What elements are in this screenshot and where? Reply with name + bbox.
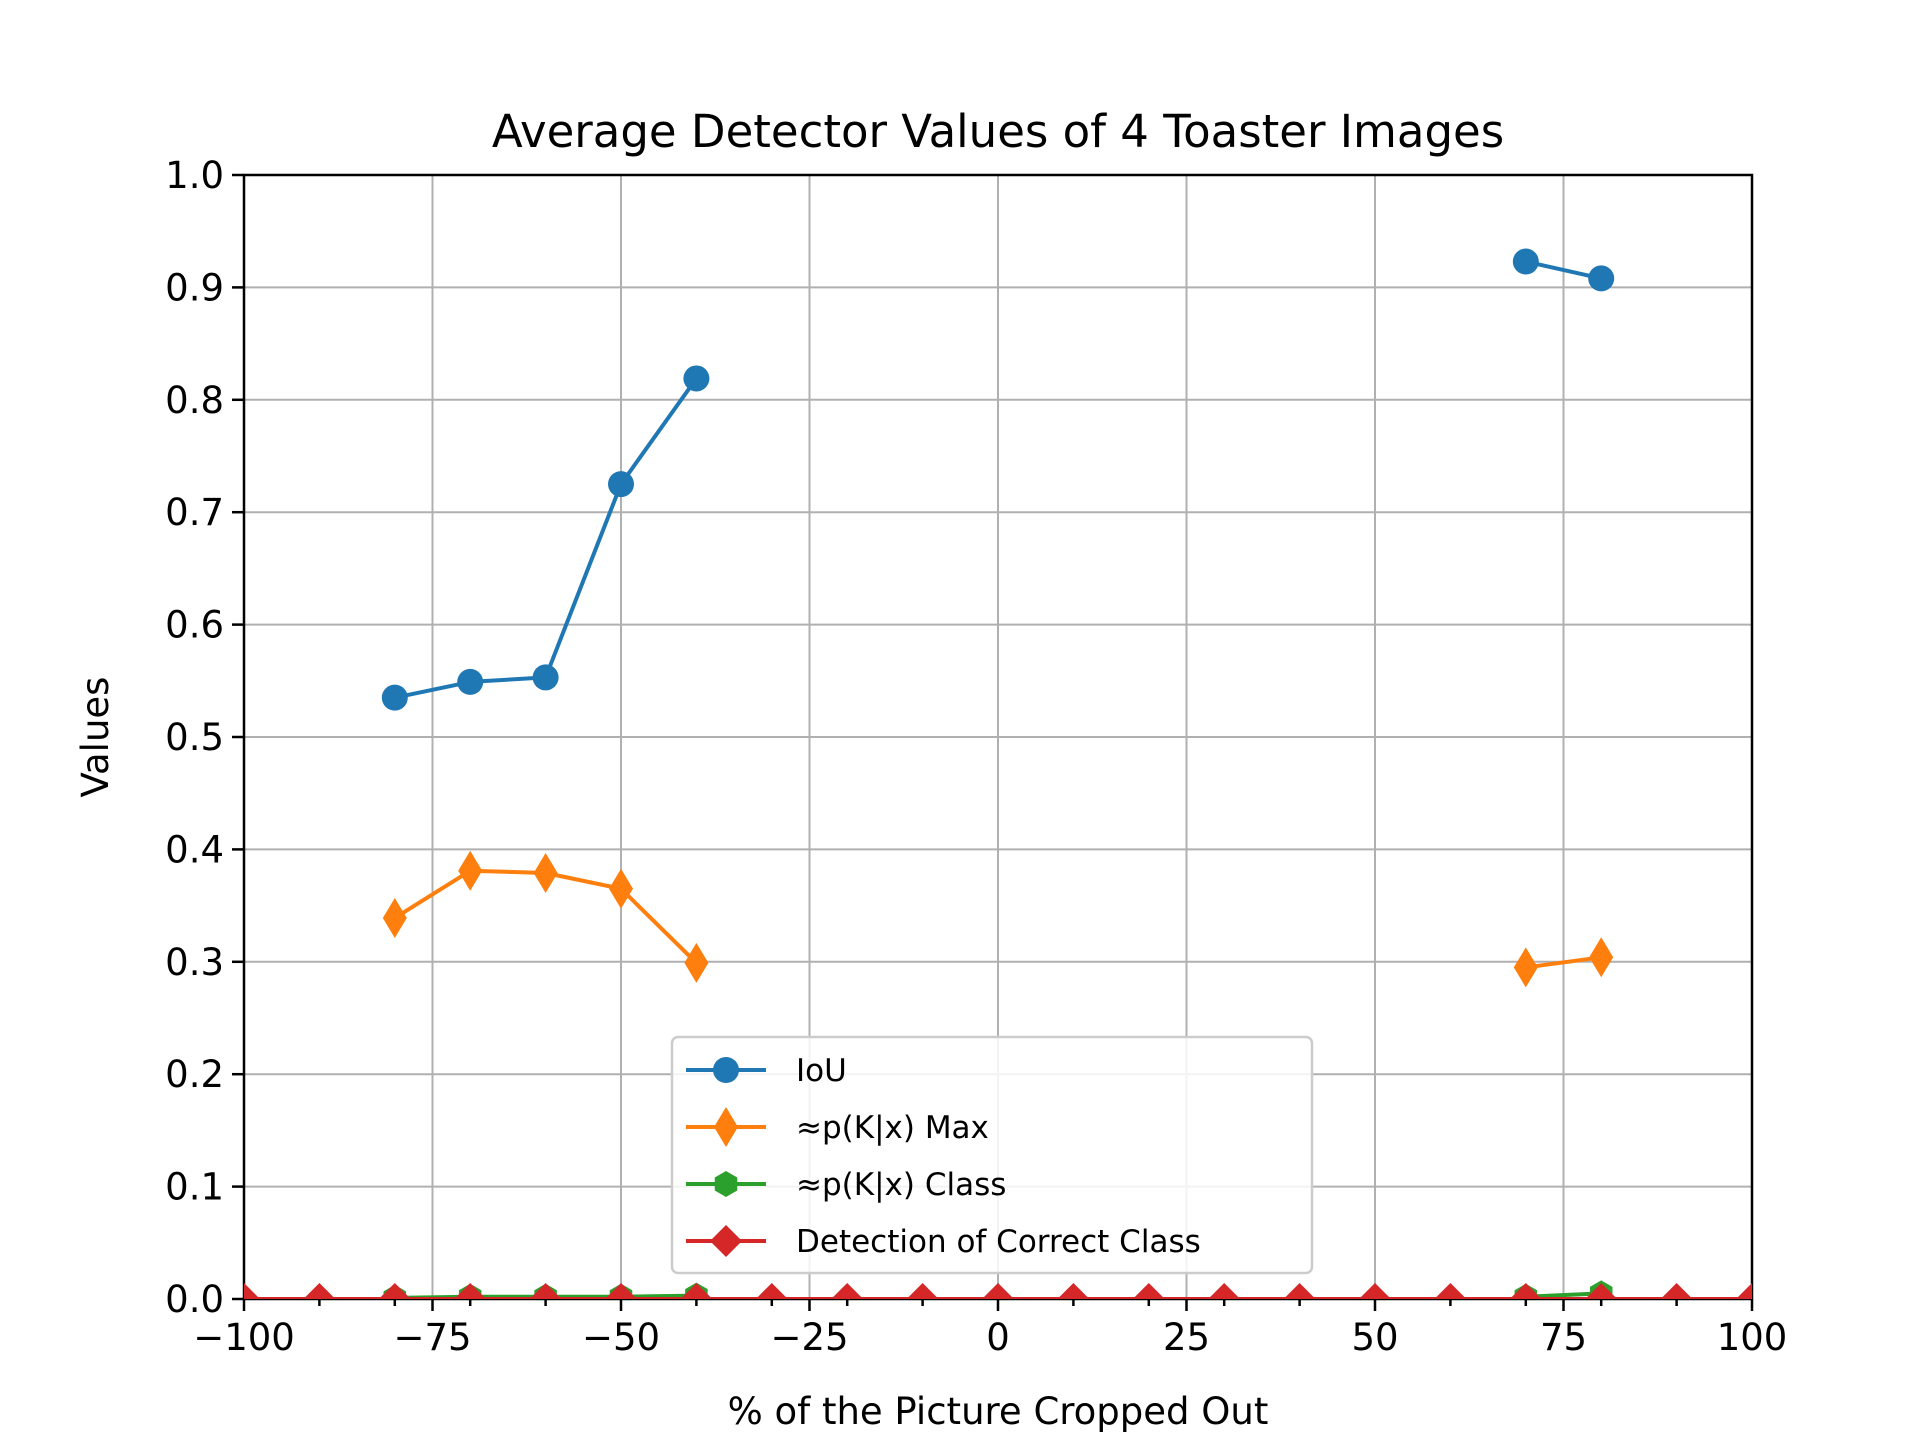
legend-marker <box>710 1225 742 1257</box>
x-tick-label: −25 <box>770 1316 848 1359</box>
x-tick-label: 0 <box>986 1316 1010 1359</box>
y-tick-label: 0.0 <box>165 1278 224 1321</box>
data-point <box>680 1283 713 1299</box>
data-point <box>303 1283 336 1299</box>
legend-item: ≈p(K|x) Max <box>686 1107 989 1147</box>
data-point <box>608 471 634 498</box>
data-point <box>605 1283 637 1299</box>
data-point <box>1512 248 1539 275</box>
data-point <box>1736 1283 1752 1299</box>
x-tick-label: −100 <box>193 1316 295 1359</box>
series-1 <box>382 850 1614 988</box>
series-3 <box>244 1283 1752 1299</box>
legend-item: ≈p(K|x) Class <box>686 1167 1006 1203</box>
data-point <box>684 942 709 983</box>
data-point <box>1660 1283 1693 1299</box>
x-tick-label: −75 <box>393 1316 471 1359</box>
legend-item: Detection of Correct Class <box>686 1224 1201 1260</box>
data-point <box>529 1283 562 1299</box>
data-point <box>831 1283 864 1299</box>
data-point <box>457 668 484 695</box>
data-point <box>1585 1283 1618 1299</box>
legend: IoU ≈p(K|x) Max ≈p(K|x) Class Detection of … <box>670 1035 1314 1275</box>
y-tick-label: 0.7 <box>165 491 224 534</box>
data-point <box>378 1283 411 1299</box>
data-point <box>1283 1283 1316 1299</box>
legend-label: Detection of Correct Class <box>796 1224 1201 1260</box>
data-point <box>1589 937 1614 978</box>
y-tick-label: 0.9 <box>165 266 224 309</box>
x-tick-label: 25 <box>1163 1316 1210 1359</box>
legend-item: IoU <box>686 1053 847 1089</box>
y-tick-label: 0.4 <box>165 828 224 871</box>
series-line <box>1525 955 1602 970</box>
legend-label: ≈p(K|x) Max <box>796 1110 989 1146</box>
x-tick-label: 50 <box>1351 1316 1398 1359</box>
data-point <box>1434 1283 1467 1299</box>
data-point <box>454 1283 487 1299</box>
legend-marker <box>714 1107 738 1147</box>
y-tick-label: 1.0 <box>165 154 224 197</box>
y-tick-label: 0.1 <box>165 1166 224 1209</box>
data-point <box>382 897 407 938</box>
data-point <box>1588 265 1615 292</box>
legend-label: ≈p(K|x) Class <box>796 1167 1006 1203</box>
y-tick-label: 0.3 <box>165 941 224 984</box>
series-0 <box>381 248 1615 711</box>
y-tick-label: 0.2 <box>165 1053 224 1096</box>
data-point <box>1513 947 1538 988</box>
data-point <box>532 664 559 691</box>
axis-ticks: −100 −75 −50 −25 0 25 50 75 100 0.0 0.1 0.2 0.3 0.4 0.… <box>165 154 1787 1359</box>
data-point <box>1509 1283 1542 1299</box>
y-tick-label: 0.8 <box>165 379 224 422</box>
series-group <box>244 248 1752 1299</box>
data-point <box>533 853 558 894</box>
x-axis-label: % of the Picture Cropped Out <box>728 1390 1269 1433</box>
data-point <box>458 850 483 891</box>
legend-marker <box>713 1057 739 1083</box>
y-tick-label: 0.5 <box>165 716 224 759</box>
x-tick-label: 100 <box>1717 1316 1788 1359</box>
legend-box <box>670 1035 1314 1275</box>
chart-title: Average Detector Values of 4 Toaster Ima… <box>492 105 1504 158</box>
data-point <box>1359 1283 1391 1299</box>
data-point <box>982 1283 1014 1299</box>
data-point <box>1132 1283 1165 1299</box>
data-point <box>381 684 408 711</box>
x-tick-label: −50 <box>582 1316 660 1359</box>
x-tick-label: 75 <box>1540 1316 1587 1359</box>
data-point <box>683 365 710 392</box>
data-point <box>1057 1283 1090 1299</box>
data-point <box>906 1283 939 1299</box>
data-point <box>244 1283 260 1299</box>
y-tick-label: 0.6 <box>165 604 224 647</box>
data-point <box>1208 1283 1241 1299</box>
data-point <box>609 868 633 909</box>
legend-marker <box>714 1171 738 1197</box>
data-point <box>755 1283 788 1299</box>
legend-label: IoU <box>796 1053 847 1089</box>
y-axis-label: Values <box>74 677 117 798</box>
